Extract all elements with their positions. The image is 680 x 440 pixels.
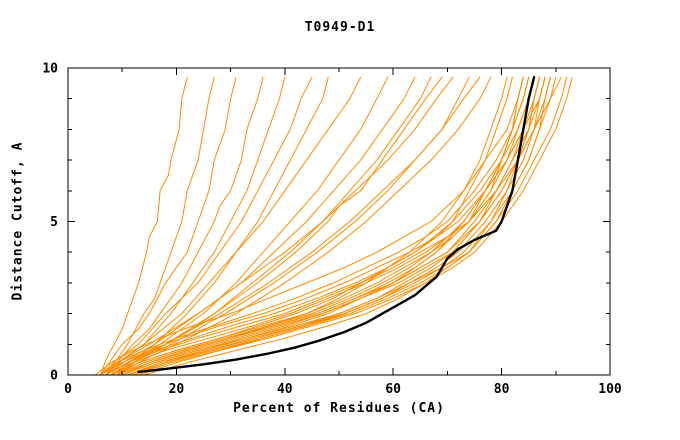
x-tick-label: 40: [277, 382, 293, 397]
reference-curve: [137, 76, 536, 374]
chart-title: T0949-D1: [304, 20, 376, 35]
x-axis-label: Percent of Residues (CA): [233, 401, 445, 416]
model-curve: [121, 76, 568, 376]
model-curve: [110, 76, 546, 376]
y-tick-label: 0: [50, 369, 58, 384]
model-curve: [100, 76, 454, 376]
model-curve: [100, 76, 188, 376]
model-curve: [105, 76, 535, 376]
model-curve: [116, 76, 492, 376]
model-curve: [127, 76, 551, 376]
x-tick-label: 20: [169, 382, 185, 397]
model-curve: [100, 76, 530, 376]
model-curve: [132, 76, 535, 376]
x-tick-label: 0: [64, 382, 72, 397]
model-curve: [105, 76, 416, 376]
model-curve: [100, 76, 237, 376]
x-tick-label: 100: [598, 382, 622, 397]
x-tick-label: 60: [385, 382, 401, 397]
model-curve: [100, 76, 313, 376]
model-curve: [100, 76, 535, 376]
model-curve: [105, 76, 362, 376]
model-curve: [94, 76, 524, 376]
model-curve: [121, 76, 540, 376]
model-curve: [132, 76, 573, 376]
model-curve: [105, 76, 215, 376]
model-curve: [138, 76, 546, 376]
y-tick-label: 10: [42, 62, 58, 77]
x-tick-label: 80: [494, 382, 510, 397]
model-curve: [105, 76, 264, 376]
model-curve: [121, 76, 524, 376]
y-tick-label: 5: [50, 215, 58, 230]
model-curve: [105, 76, 562, 376]
